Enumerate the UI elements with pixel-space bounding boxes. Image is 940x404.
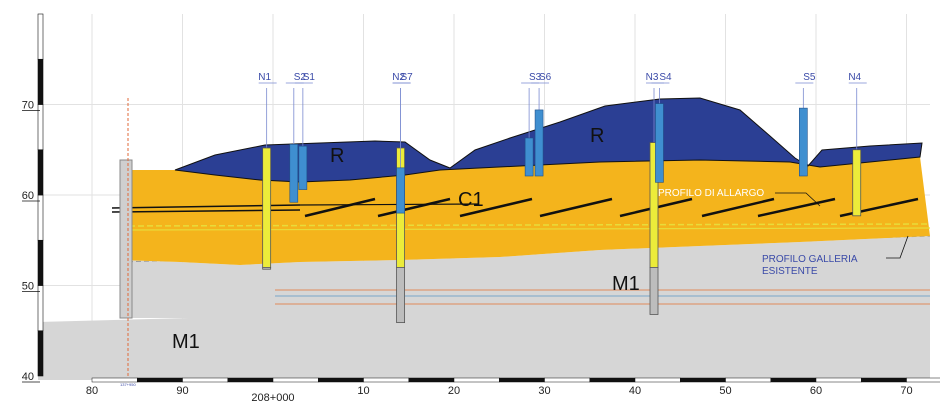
boreholes xyxy=(262,88,862,324)
elevation-tick-label: 70 xyxy=(22,100,34,112)
borehole-column-lower xyxy=(649,266,659,315)
elevation-scale-segment xyxy=(37,285,44,332)
chainage-scale-segment xyxy=(861,377,907,383)
chainage-tick-label: 80 xyxy=(86,385,98,397)
elevation-scale-segment xyxy=(37,149,44,196)
borehole-label: S2 xyxy=(294,72,307,83)
borehole-column xyxy=(298,145,308,190)
chainage-tick-label: 50 xyxy=(719,385,731,397)
chainage-scale-segment xyxy=(544,377,590,383)
borehole-label: S6 xyxy=(539,72,552,83)
elevation-scale-segment xyxy=(37,58,44,105)
chainage-scale-segment xyxy=(91,377,138,383)
elevation-scale-segment xyxy=(37,330,44,377)
chainage-tick-label: 90 xyxy=(176,385,188,397)
profilo-galleria-leader xyxy=(886,235,909,259)
unit-label-m1: M1 xyxy=(612,273,640,295)
borehole-column xyxy=(534,109,544,177)
profilo-allargo-leader xyxy=(775,192,821,207)
axes: 70 60 50 40 80 90 10 20 30 40 50 60 70 208+000 xyxy=(22,13,940,404)
chainage-tick-label: 60 xyxy=(810,385,822,397)
chainage-tick-label: 70 xyxy=(900,385,912,397)
borehole-column xyxy=(799,107,808,177)
profilo-galleria-label: PROFILO GALLERIA xyxy=(762,254,858,265)
elevation-scale-segment xyxy=(37,239,44,286)
unit-label-r: R xyxy=(590,125,604,147)
borehole-label: N3 xyxy=(646,72,659,83)
unit-label-c1: C1 xyxy=(458,189,484,211)
borehole-column xyxy=(396,167,405,214)
elevation-scale-segment xyxy=(37,13,44,60)
chainage-tick-label: 10 xyxy=(357,385,369,397)
borehole-label: S1 xyxy=(303,72,316,83)
borehole-column-lower xyxy=(262,266,272,270)
chainage-tick-label: 40 xyxy=(629,385,641,397)
chainage-scale-segment xyxy=(815,377,862,383)
chainage-scale-segment xyxy=(227,377,274,383)
chainage-tick-label: 30 xyxy=(538,385,550,397)
elevation-scale-segment xyxy=(37,194,44,241)
profilo-allargo-label: PROFILO DI ALLARGO xyxy=(658,188,764,199)
borehole-column xyxy=(524,137,534,177)
borehole-label: S4 xyxy=(659,72,672,83)
chainage-scale-segment xyxy=(499,377,545,383)
borehole-column xyxy=(852,149,862,217)
chainage-scale-segment xyxy=(363,377,409,383)
chainage-scale-segment xyxy=(680,377,726,383)
elevation-tick-label: 50 xyxy=(22,281,34,293)
borehole-column xyxy=(289,144,299,203)
borehole-column-lower xyxy=(396,266,406,324)
borehole-label: S3 xyxy=(529,72,542,83)
chainage-scale-segment xyxy=(634,377,681,383)
chainage-scale-segment xyxy=(318,377,364,383)
borehole-label: N4 xyxy=(848,72,861,83)
borehole-column xyxy=(262,147,272,268)
chainage-scale-segment xyxy=(182,377,228,383)
chainage-scale-segment xyxy=(770,377,817,383)
borehole-label: S7 xyxy=(400,72,413,83)
chainage-scale-segment xyxy=(453,377,500,383)
elevation-scale-segment xyxy=(37,104,44,151)
elevation-tick-label: 40 xyxy=(22,371,34,383)
borehole-label: N1 xyxy=(258,72,271,83)
c1-unit xyxy=(120,157,930,265)
chainage-scale-segment xyxy=(408,377,455,383)
profilo-galleria-label: ESISTENTE xyxy=(762,266,818,277)
chainage-scale-segment xyxy=(589,377,636,383)
existing-pipe xyxy=(119,98,133,380)
elevation-tick-label: 60 xyxy=(22,190,34,202)
small-tag: 137+950 xyxy=(120,382,136,387)
chainage-scale-segment xyxy=(725,377,771,383)
stratification-lines xyxy=(304,197,919,218)
unit-label-m1: M1 xyxy=(172,331,200,353)
chainage-scale-segment xyxy=(906,377,940,383)
borehole-label: S5 xyxy=(803,72,816,83)
chainage-tick-label: 20 xyxy=(448,385,460,397)
borehole-label: N2 xyxy=(392,72,405,83)
chainage-scale-segment xyxy=(137,377,183,383)
chainage-scale-segment xyxy=(272,377,319,383)
unit-label-r: R xyxy=(330,145,344,167)
borehole-column xyxy=(655,103,664,183)
chainage-origin-label: 208+000 xyxy=(251,392,294,404)
